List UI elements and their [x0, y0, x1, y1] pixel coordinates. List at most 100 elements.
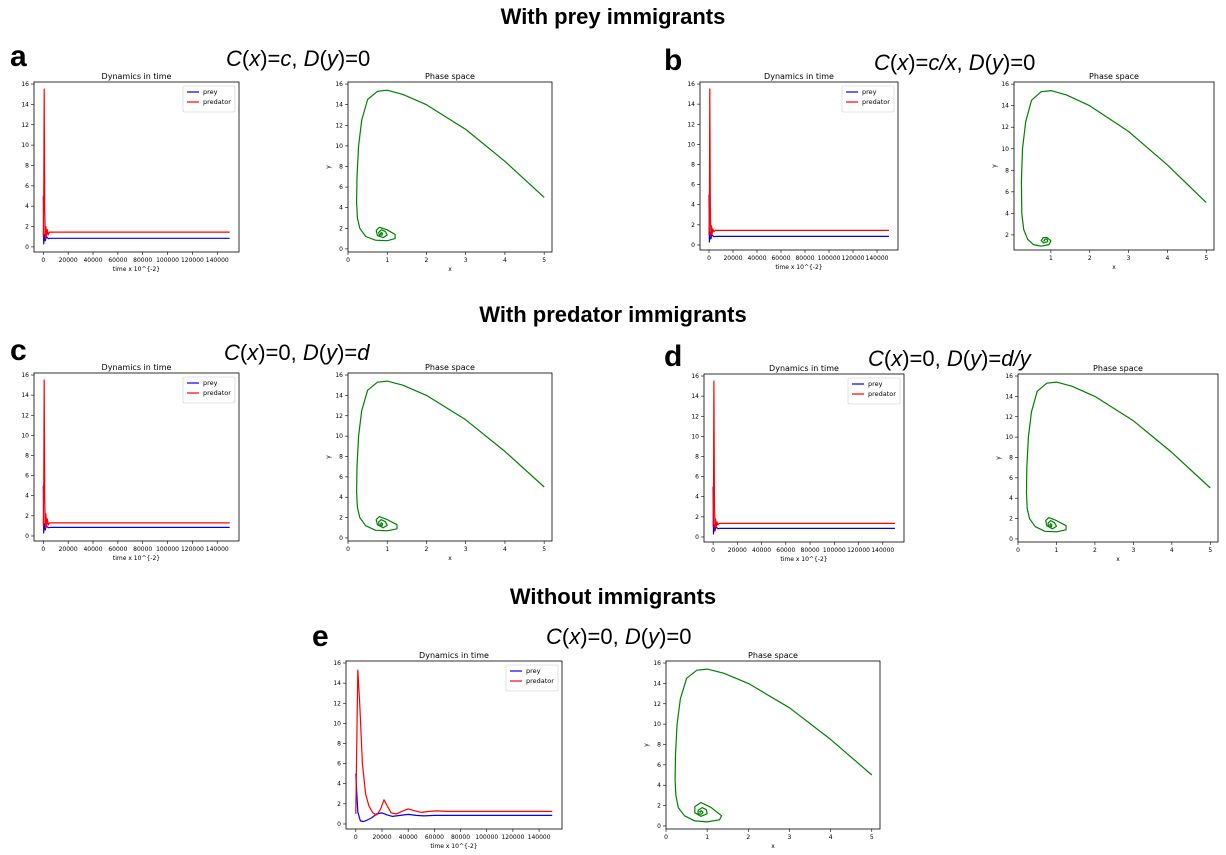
p9-title: Phase space	[748, 651, 798, 660]
p2-ytick-label-7: 14	[687, 101, 695, 108]
p2-xtick-label-4: 80000	[795, 255, 814, 262]
p4-ytick-label-7: 14	[21, 392, 29, 399]
p4-xtick-label-3: 60000	[108, 546, 127, 553]
p0-xtick-label-7: 140000	[206, 257, 229, 264]
p0-xlabel: time x 10^{-2}	[113, 266, 160, 273]
p5-xtick-label-5: 5	[542, 546, 546, 553]
p1-xtick-label-5: 5	[542, 257, 546, 264]
p1-series-trajectory-line	[356, 89, 545, 242]
p6-series-predator-line	[712, 380, 895, 531]
p5-series-trajectory-line	[356, 380, 545, 532]
p8-xtick-label-5: 100000	[475, 834, 498, 841]
p6-legend-label-prey: prey	[868, 380, 883, 388]
p6-ytick-label-7: 14	[691, 393, 699, 400]
p9-ytick-label-3: 6	[657, 762, 661, 769]
p8-xtick-label-7: 140000	[528, 834, 551, 841]
p0-axes-frame	[33, 81, 240, 253]
p1-xtick-label-3: 3	[464, 257, 468, 264]
p2-xtick-label-2: 40000	[747, 255, 766, 262]
p1-axes-frame	[347, 81, 553, 253]
p6-xtick-label-0: 0	[711, 547, 715, 554]
section-title-prey-immigrants: With prey immigrants	[500, 4, 726, 29]
p0-xtick-label-4: 80000	[133, 257, 152, 264]
p0-legend-label-prey: prey	[203, 88, 218, 96]
p8-ytick-label-0: 0	[337, 821, 341, 828]
p3-title: Phase space	[1089, 72, 1139, 81]
p3-ytick-label-2: 6	[1005, 189, 1009, 196]
p6-ytick-label-0: 0	[695, 534, 699, 541]
p3-ytick-label-7: 16	[1001, 81, 1009, 88]
p1-xlabel: x	[448, 266, 452, 273]
p4-ytick-label-6: 12	[21, 412, 29, 419]
p8-ytick-label-6: 12	[333, 700, 341, 707]
p9-xtick-label-2: 2	[746, 834, 750, 841]
p9-xlabel: x	[771, 843, 775, 850]
p0-ytick-label-1: 2	[25, 224, 29, 231]
p4-legend-label-predator: predator	[203, 389, 231, 397]
p2-legend-label-predator: predator	[862, 98, 890, 106]
p4-xtick-label-5: 100000	[156, 546, 179, 553]
p8-ytick-label-7: 14	[333, 680, 341, 687]
plot-b-phase: Phase space 1 2 3 4 5 2 4 6 8 10 12 14 16 x y	[984, 70, 1220, 276]
p5-xlabel: x	[448, 555, 452, 562]
p2-xtick-label-0: 0	[707, 255, 711, 262]
p0-series-predator-line	[42, 88, 230, 240]
p9-ytick-label-7: 14	[653, 680, 661, 687]
p5-xtick-label-4: 4	[503, 546, 507, 553]
p6-xtick-label-4: 80000	[801, 547, 820, 554]
panel-letter-b: b	[664, 44, 683, 77]
p3-ytick-label-0: 2	[1005, 232, 1009, 239]
p6-ytick-label-8: 16	[691, 373, 699, 380]
plot-d-dynamics: Dynamics in time 0 20000 40000 60000 80000 100…	[680, 362, 910, 568]
p7-series-trajectory-line	[1025, 381, 1211, 533]
p6-ytick-label-1: 2	[695, 514, 699, 521]
p1-ytick-label-6: 12	[335, 122, 343, 129]
panel-letter-e: e	[312, 620, 329, 653]
p9-axes-frame	[665, 660, 881, 830]
p5-ytick-label-6: 12	[335, 413, 343, 420]
plot-a-phase: Phase space 0 1 2 3 4 5 0 2 4 6 8 10 12 14 16 x y	[318, 70, 558, 278]
p4-title: Dynamics in time	[102, 363, 172, 372]
p0-ytick-label-8: 16	[21, 81, 29, 88]
p7-ytick-label-5: 10	[1005, 434, 1013, 441]
p5-ytick-label-4: 8	[339, 453, 343, 460]
p0-xtick-label-1: 20000	[59, 257, 78, 264]
plot-e-dynamics: Dynamics in time 0 20000 40000 60000 80000 100…	[322, 649, 568, 855]
section-title-predator-immigrants: With predator immigrants	[479, 302, 747, 327]
p4-ytick-label-8: 16	[21, 372, 29, 379]
p3-xlabel: x	[1112, 264, 1116, 271]
p8-ytick-label-8: 16	[333, 660, 341, 667]
p0-xtick-label-3: 60000	[108, 257, 127, 264]
p3-ytick-label-3: 8	[1005, 167, 1009, 174]
p8-xtick-label-4: 80000	[451, 834, 470, 841]
p9-xtick-label-1: 1	[705, 834, 709, 841]
p3-xtick-label-0: 1	[1049, 255, 1053, 262]
p0-xtick-label-0: 0	[41, 257, 45, 264]
p6-title: Dynamics in time	[769, 364, 839, 373]
p7-xtick-label-4: 4	[1170, 547, 1174, 554]
p9-xtick-label-5: 5	[870, 834, 874, 841]
p3-ytick-label-6: 14	[1001, 103, 1009, 110]
p4-xlabel: time x 10^{-2}	[113, 555, 160, 562]
p1-xtick-label-4: 4	[503, 257, 507, 264]
formula-b: C(x)=c/x, D(y)=0	[874, 50, 1036, 75]
p2-xtick-label-3: 60000	[771, 255, 790, 262]
p1-ytick-label-4: 8	[339, 163, 343, 170]
p8-xtick-label-6: 120000	[501, 834, 524, 841]
p0-ytick-label-5: 10	[21, 142, 29, 149]
p9-xtick-label-4: 4	[829, 834, 833, 841]
p0-xtick-label-2: 40000	[83, 257, 102, 264]
p7-ytick-label-6: 12	[1005, 414, 1013, 421]
p7-ytick-label-4: 8	[1009, 454, 1013, 461]
p8-title: Dynamics in time	[419, 651, 489, 660]
p0-xtick-label-6: 120000	[181, 257, 204, 264]
p4-legend-label-prey: prey	[203, 379, 218, 387]
p9-ytick-label-0: 0	[657, 823, 661, 830]
p8-legend-label-prey: prey	[526, 667, 541, 675]
formula-c: C(x)=0, D(y)=d	[224, 340, 370, 365]
p9-ytick-label-1: 2	[657, 803, 661, 810]
p5-ytick-label-0: 0	[339, 535, 343, 542]
p9-ytick-label-8: 16	[653, 660, 661, 667]
p9-xtick-label-0: 0	[664, 834, 668, 841]
p0-ytick-label-3: 6	[25, 183, 29, 190]
